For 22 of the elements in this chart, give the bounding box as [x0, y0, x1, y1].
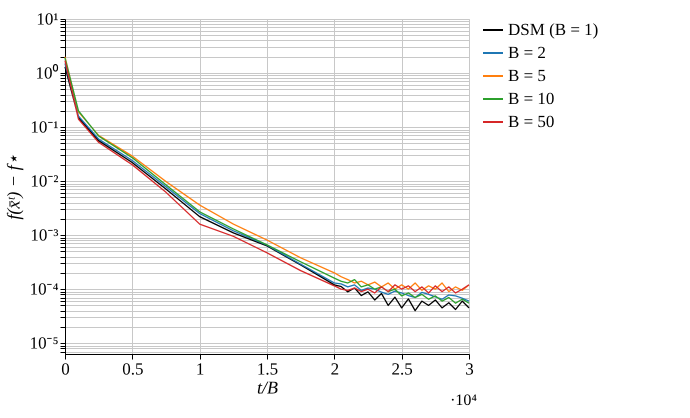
y-tick-label: 10⁻⁵ [30, 334, 59, 353]
y-tick-label: 10⁻⁴ [30, 280, 59, 299]
y-tick-label: 10⁻³ [30, 226, 58, 245]
text: ·10⁴ [450, 392, 478, 409]
legend-label: B = 2 [508, 43, 546, 62]
x-tick-label: 1 [196, 360, 204, 378]
x-tick-label: 3 [465, 360, 474, 378]
x-tick-label: 0.5 [122, 360, 144, 378]
y-tick-label: 10⁻¹ [30, 118, 58, 137]
legend-label: B = 5 [508, 66, 546, 85]
x-tick-label: 2 [330, 360, 340, 378]
legend-label: B = 10 [508, 89, 554, 108]
legend-label: B = 50 [508, 112, 554, 131]
x-tick-label: 2.5 [392, 360, 413, 378]
x-axis-title: t/B [257, 378, 278, 398]
x-tick-label: 1.5 [256, 360, 278, 378]
y-tick-label: 10¹ [36, 10, 58, 28]
y-tick-label: 10⁻² [30, 172, 58, 191]
legend-label: DSM (B = 1) [508, 20, 598, 39]
x-tick-label: 0 [61, 360, 70, 378]
y-axis-title: f(x̄ᵗ) − f⋆ [4, 154, 24, 220]
y-tick-label: 10⁰ [36, 64, 58, 83]
